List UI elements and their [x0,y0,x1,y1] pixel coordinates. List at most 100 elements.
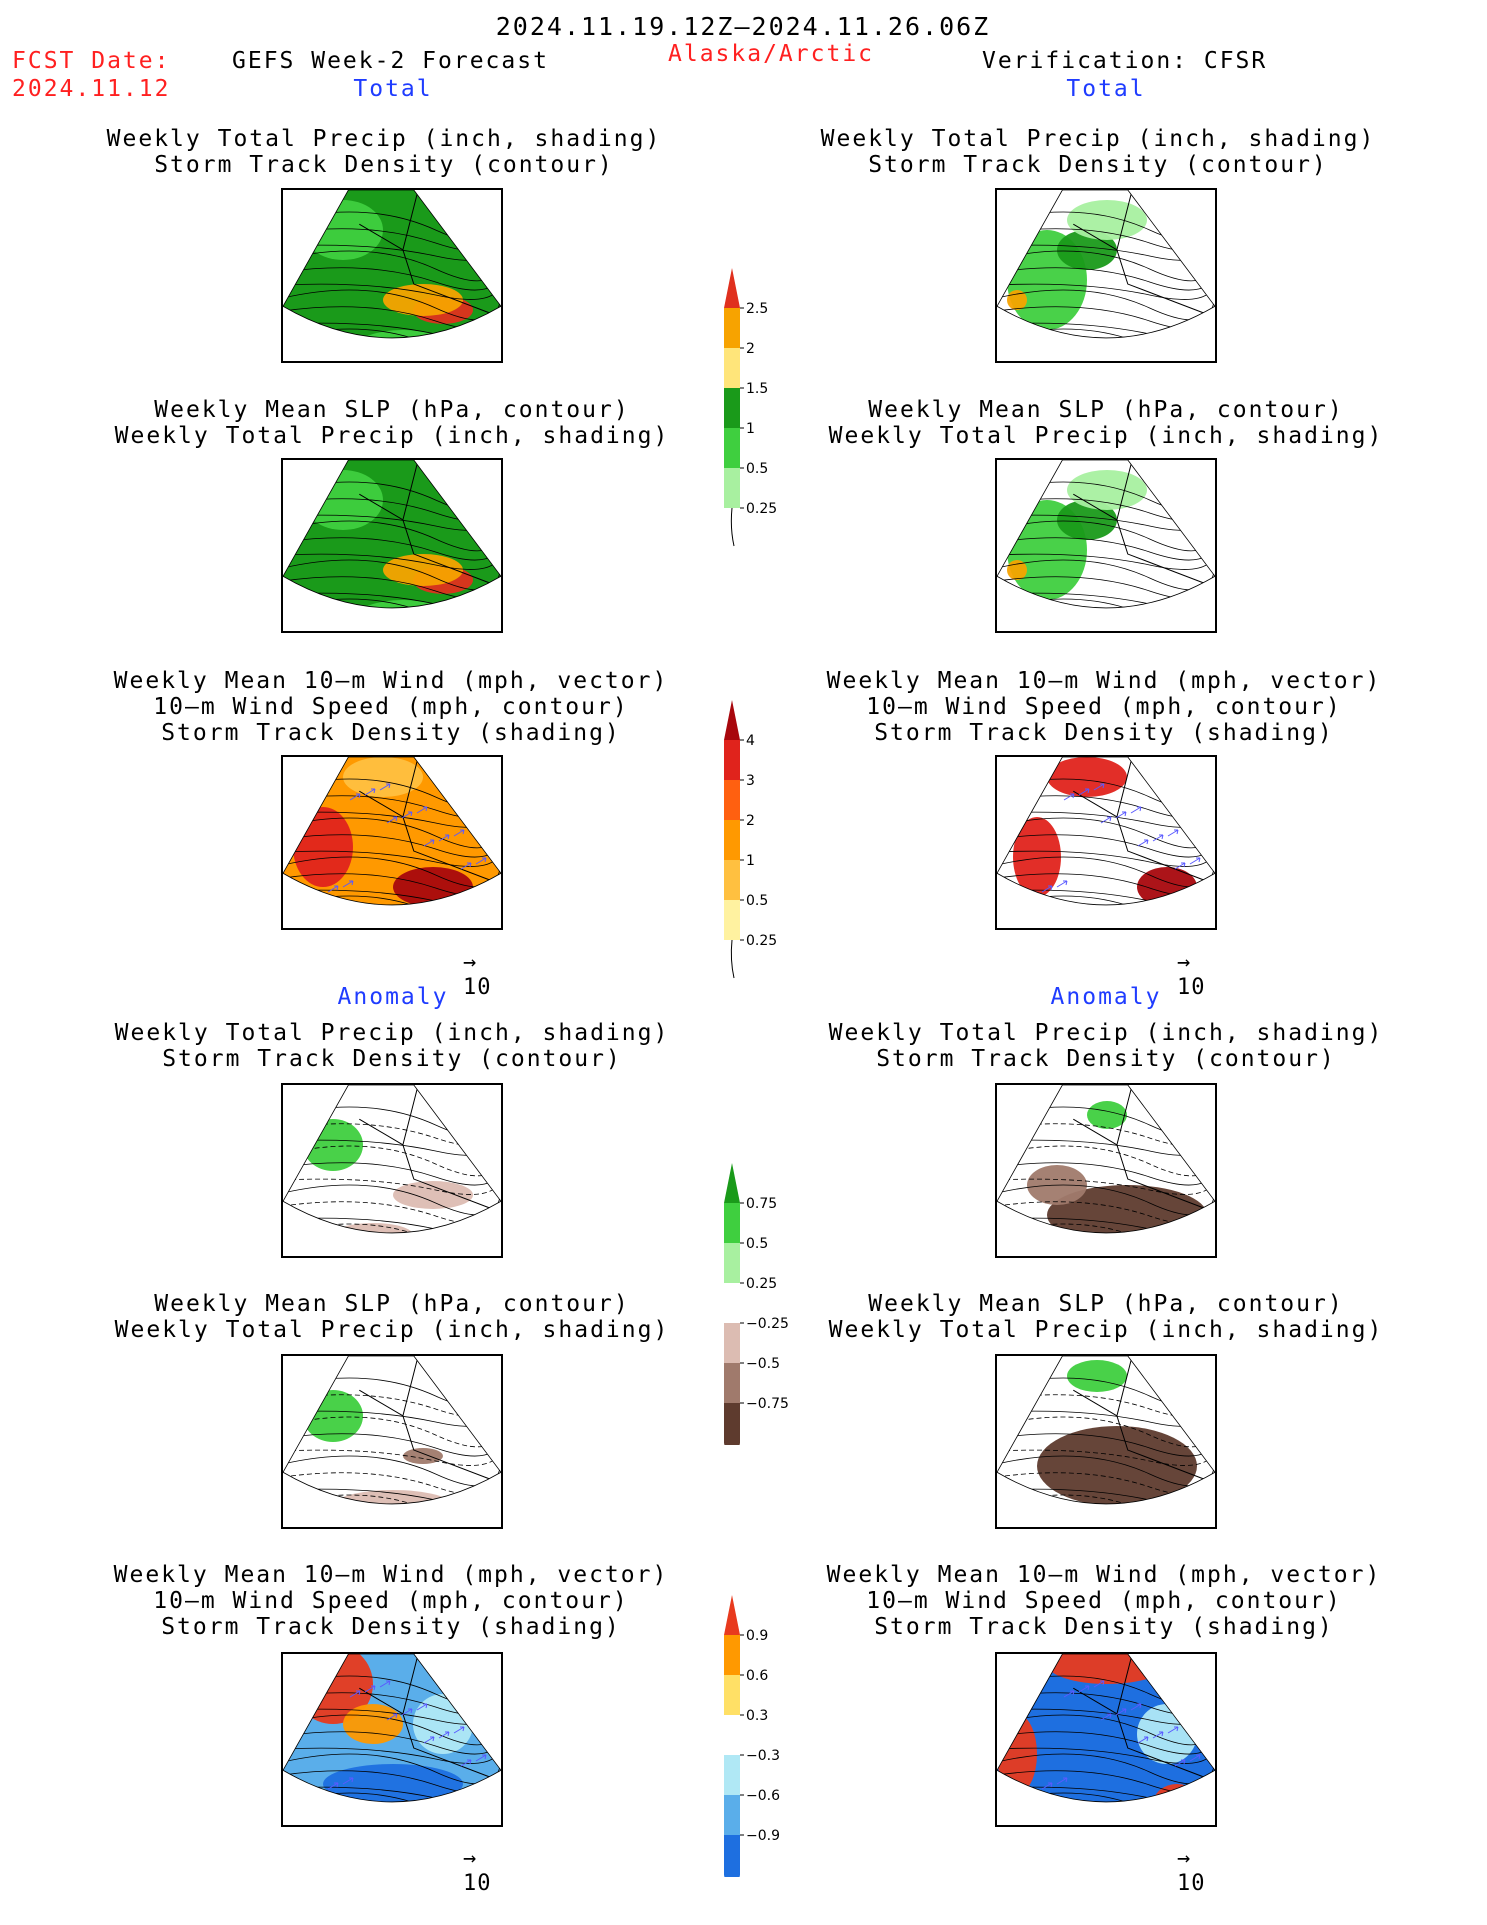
contour-line [997,1121,1215,1147]
title-fc-anom-precip: Weekly Total Precip (inch, shading) Stor… [114,1020,670,1072]
colorbar-segment [724,1635,740,1675]
colorbar-segment [724,308,740,348]
wind-vector [1056,1777,1068,1785]
panel-vf-anom-wind [995,1652,1217,1827]
colorbar-tick-label: 1.5 [746,381,768,397]
colorbar-segment [724,900,740,940]
coastline [1073,1356,1205,1480]
colorbar-segment [724,388,740,428]
colorbar-top-triangle [724,700,740,740]
colorbar-tick-label: −0.5 [746,1356,780,1372]
map-fc-anom-precip [283,1085,501,1234]
wind-vector [349,1690,361,1698]
coastline [359,460,491,584]
title-fc-total-precip: Weekly Total Precip (inch, shading) Stor… [106,126,662,178]
wind-vector [1115,1708,1127,1716]
wind-vector [1093,1680,1105,1688]
colorbar-tick-label: 0.9 [746,1628,768,1644]
colorbar-tick-label: −0.6 [746,1788,780,1804]
colorbar-tick-label: 2.5 [746,301,768,317]
wind-vector [1078,1685,1090,1693]
shading-region [403,1448,443,1464]
coastline [1073,460,1205,584]
wind-vector [312,1667,324,1675]
shading-region [343,757,423,797]
colorbar-svg: 0.75 0.5 0.25 −0.25 −0.5 −0.75 [724,1163,789,1479]
coastline [359,1356,491,1480]
shading-region [1057,230,1117,270]
colorbar-segment [724,1363,740,1403]
colorbar-tail-line [730,939,735,979]
ref-vector-vf-anom: → 10 [1177,1846,1206,1896]
shading-region [323,1764,463,1802]
panel-fc-anom-wind [281,1652,503,1827]
wind-vector [1130,806,1142,814]
wind-vector [1152,1731,1164,1739]
shading-region [1057,500,1117,540]
arrow-right-icon: → [463,1846,478,1871]
wind-vector [1100,1713,1112,1721]
map-outline [997,757,1215,906]
map-background [997,1654,1215,1802]
colorbar-tick-label: 0.3 [746,1708,768,1724]
map-domain [283,757,501,905]
panel-fc-total-precip [281,188,503,363]
colorbar-segment [724,1715,740,1755]
ref-vector-label: 10 [463,975,492,1000]
wind-vector [1100,816,1112,824]
colorbar-segment [724,1835,740,1875]
wind-vector [1130,1703,1142,1711]
contour-line [997,1199,1215,1225]
wind-vector [1063,1690,1075,1698]
map-domain [283,1356,501,1504]
wind-vector [342,880,354,888]
contour-line [283,1470,501,1496]
map-outline [283,1356,501,1505]
map-vf-total-wind [997,757,1215,906]
wind-vector [453,829,465,837]
map-domain [997,1085,1215,1233]
map-domain [283,1654,501,1802]
map-outline [283,757,501,906]
wind-vector [453,1726,465,1734]
title-vf-total-wind: Weekly Mean 10—m Wind (mph, vector) 10—m… [826,668,1382,746]
wind-vector [1063,793,1075,801]
colorbar-segment [724,820,740,860]
map-fc-total-wind [283,757,501,906]
colorbar-precip: 2.5 2 1.5 1 0.5 0.25 [716,268,796,550]
title-vf-anom-slp: Weekly Mean SLP (hPa, contour) Weekly To… [828,1291,1384,1343]
colorbar-segment [724,1203,740,1243]
wind-vector [438,1731,450,1739]
wind-vector [1137,839,1149,847]
shading-region [1037,1426,1197,1504]
wind-vector [379,783,391,791]
wind-vector [401,811,413,819]
panel-fc-total-slp [281,458,503,633]
colorbar-tick-label: 0.25 [746,501,777,517]
wind-vector [1174,862,1186,870]
map-outline [283,1654,501,1803]
wind-vector [349,793,361,801]
map-domain [997,460,1215,608]
wind-vector [327,1782,339,1790]
title-fc-anom-slp: Weekly Mean SLP (hPa, contour) Weekly To… [114,1291,670,1343]
colorbar-track-anom: 0.9 0.6 0.3 −0.3 −0.6 −0.9 [716,1595,796,1911]
wind-vector [1167,1726,1179,1734]
map-fc-total-slp [283,460,501,609]
wind-vector [327,885,339,893]
colorbar-precip-anom: 0.75 0.5 0.25 −0.25 −0.5 −0.75 [716,1163,796,1479]
colorbar-svg: 4 3 2 1 0.5 0.25 [724,700,777,979]
panel-vf-anom-slp [995,1354,1217,1529]
wind-vector [312,770,324,778]
wind-vector [1152,834,1164,842]
panel-vf-total-wind [995,755,1217,930]
shading-region [1047,1654,1167,1684]
region-title: Alaska/Arctic [668,41,875,67]
map-outline [997,460,1215,609]
panel-vf-anom-precip [995,1083,1217,1258]
colorbar-tick-label: −0.75 [746,1396,789,1412]
colorbar-tick-label: 2 [746,813,755,829]
shading-region [333,1223,413,1233]
panel-vf-total-precip [995,188,1217,363]
wind-vector [1026,770,1038,778]
